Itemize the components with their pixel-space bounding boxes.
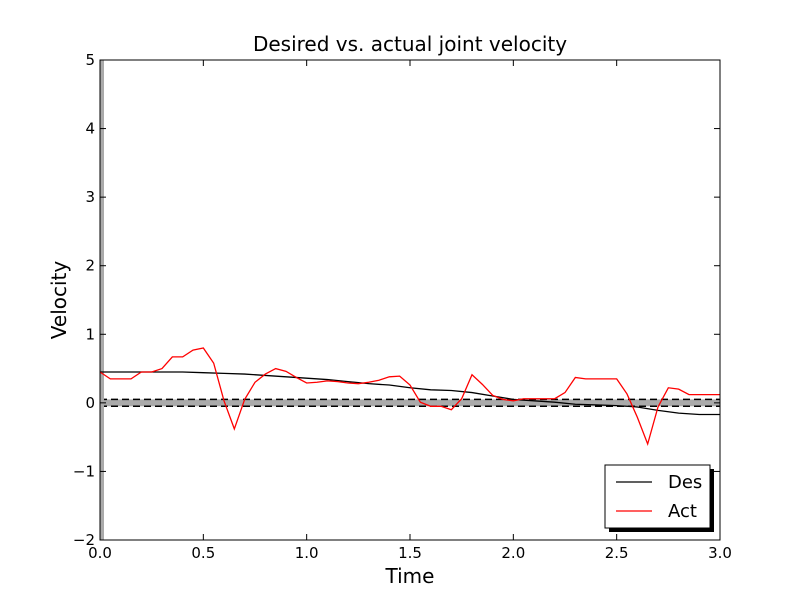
legend-box: [604, 464, 711, 529]
x-tick-label: 2.0: [501, 544, 525, 562]
left-spine-strip: [100, 60, 104, 540]
x-tick-label: 2.5: [605, 544, 629, 562]
y-tick-label: 3: [85, 188, 95, 206]
y-tick-label: 5: [85, 51, 95, 69]
x-tick-label: 1.5: [398, 544, 422, 562]
y-tick-label: 1: [85, 325, 95, 343]
x-tick-label: 0.0: [88, 544, 112, 562]
y-tick-label: 4: [85, 120, 95, 138]
y-tick-label: −1: [73, 462, 95, 480]
x-tick-label: 3.0: [708, 544, 732, 562]
zero-band: [100, 399, 720, 407]
y-tick-label: −2: [73, 531, 95, 549]
chart-title: Desired vs. actual joint velocity: [253, 32, 567, 56]
legend-label-act: Act: [668, 501, 697, 522]
x-tick-label: 0.5: [191, 544, 215, 562]
y-axis-label: Velocity: [47, 261, 71, 340]
y-tick-label: 2: [85, 257, 95, 275]
axis-ticks: 0.0 0.5 1.0 1.5 2.0 2.5 3.0 −2 −1 0 1 2 3 4 5: [73, 51, 732, 562]
x-tick-label: 1.0: [295, 544, 319, 562]
series-line-des: [100, 371, 720, 416]
legend-label-des: Des: [668, 472, 702, 493]
x-axis-label: Time: [385, 564, 435, 588]
y-tick-label: 0: [85, 394, 95, 412]
series-line-act: [99, 347, 720, 447]
legend: Des Act: [604, 464, 714, 532]
